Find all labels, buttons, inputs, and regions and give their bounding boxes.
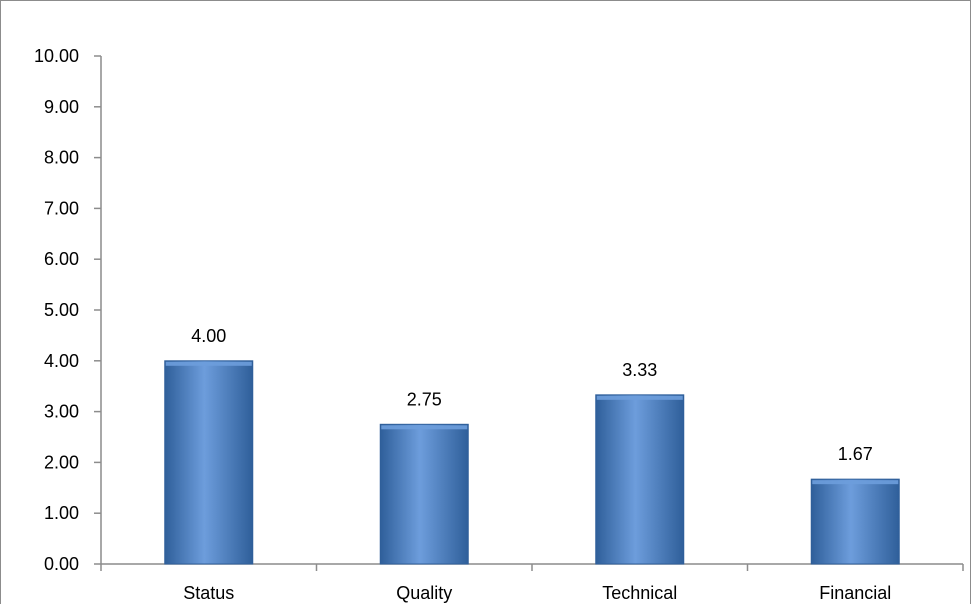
x-tick-label: Quality <box>396 583 452 603</box>
y-tick-label: 4.00 <box>44 351 79 371</box>
data-labels: 4.00 2.75 3.33 1.67 <box>191 326 873 464</box>
data-label: 3.33 <box>622 360 657 380</box>
bar-top-highlight <box>165 361 252 366</box>
bar-top-highlight <box>596 395 683 400</box>
y-tick-label: 1.00 <box>44 503 79 523</box>
y-tick-label: 2.00 <box>44 452 79 472</box>
x-tick-label: Financial <box>819 583 891 603</box>
y-tick-label: 9.00 <box>44 97 79 117</box>
y-tick-label: 8.00 <box>44 148 79 168</box>
bars <box>164 360 900 565</box>
y-tick-label: 0.00 <box>44 554 79 574</box>
bar-top-highlight <box>812 480 899 485</box>
y-tick-label: 5.00 <box>44 300 79 320</box>
bar-status <box>164 360 254 565</box>
bar-top-highlight <box>381 425 468 430</box>
data-label: 1.67 <box>838 444 873 464</box>
x-tick-label: Status <box>183 583 234 603</box>
data-label: 4.00 <box>191 326 226 346</box>
x-axis: Status Quality Technical Financial <box>100 563 964 603</box>
x-tick-label: Technical <box>602 583 677 603</box>
y-tick-label: 7.00 <box>44 198 79 218</box>
y-tick-label: 6.00 <box>44 249 79 269</box>
y-axis: 0.00 1.00 2.00 3.00 4.00 5.00 6.00 7.00 8.00 9.00… <box>34 46 102 574</box>
bar-financial <box>810 478 900 565</box>
data-label: 2.75 <box>407 389 442 409</box>
bar-technical <box>595 394 685 565</box>
y-tick-label: 10.00 <box>34 46 79 66</box>
bar-quality <box>379 423 469 565</box>
y-tick-label: 3.00 <box>44 402 79 422</box>
